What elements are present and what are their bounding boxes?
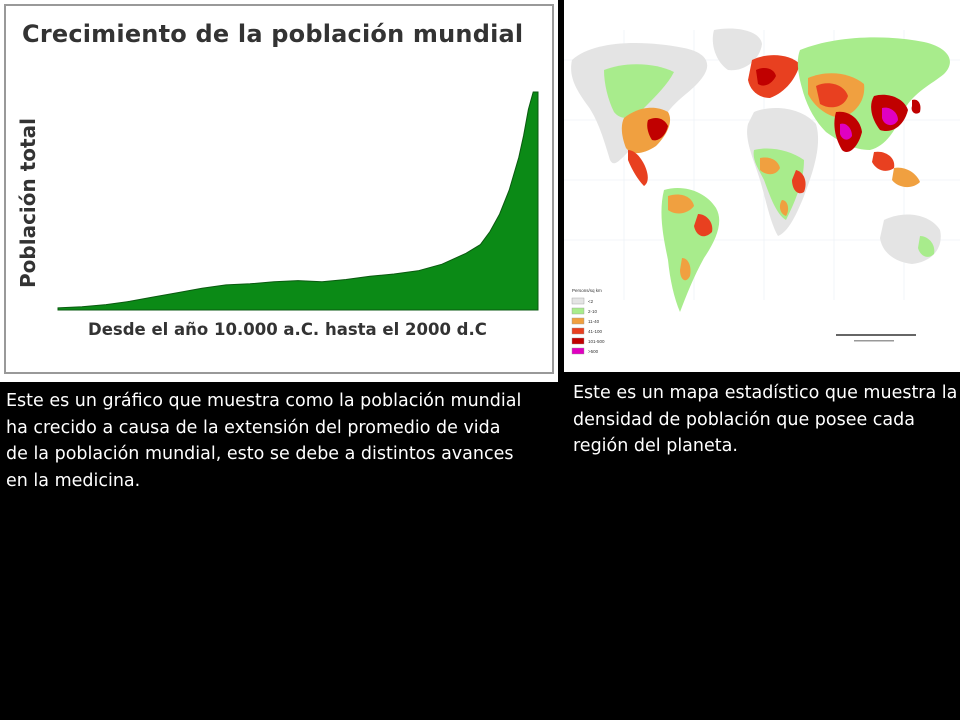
- map-legend: Persons/sq km <2 2-10 11-40 41-100 101-500 >50…: [571, 288, 605, 355]
- australia: [880, 214, 941, 264]
- map-legend-label: >500: [588, 349, 599, 354]
- africa: [747, 108, 819, 236]
- map-legend-swatch: [571, 317, 585, 325]
- population-area: [57, 91, 539, 311]
- population-chart-plot: [57, 91, 539, 311]
- world-map-image: Persons/sq km <2 2-10 11-40 41-100 101-500 >50…: [564, 28, 960, 355]
- map-legend-title: Persons/sq km: [572, 288, 602, 293]
- chart-border: [4, 4, 554, 374]
- asia: [797, 37, 950, 188]
- map-caption: Este es un mapa estadístico que muestra …: [573, 383, 958, 456]
- map-legend-swatch: [571, 307, 585, 315]
- europe: [748, 55, 800, 98]
- map-legend-label: 41-100: [588, 329, 603, 334]
- chart-x-axis-label: Desde el año 10.000 a.C. hasta el 2000 d…: [88, 320, 487, 339]
- greenland: [712, 28, 762, 71]
- chart-title: Crecimiento de la población mundial: [22, 20, 524, 48]
- map-legend-swatch: [571, 337, 585, 345]
- map-legend-label: 2-10: [588, 309, 598, 314]
- north-america: [571, 43, 708, 186]
- map-legend-label: <2: [588, 299, 594, 304]
- population-chart-panel: Crecimiento de la población mundial Pobl…: [0, 0, 558, 382]
- map-legend-swatch: [571, 297, 585, 305]
- map-legend-swatch: [571, 347, 585, 355]
- map-legend-label: 11-40: [588, 319, 600, 324]
- map-legend-label: 101-500: [588, 339, 605, 344]
- map-scale-bar: [836, 334, 916, 342]
- map-legend-swatch: [571, 327, 585, 335]
- south-america: [661, 188, 720, 312]
- chart-caption: Este es un gráfico que muestra como la p…: [6, 391, 522, 491]
- world-density-map: Persons/sq km <2 2-10 11-40 41-100 101-500 >50…: [564, 0, 960, 372]
